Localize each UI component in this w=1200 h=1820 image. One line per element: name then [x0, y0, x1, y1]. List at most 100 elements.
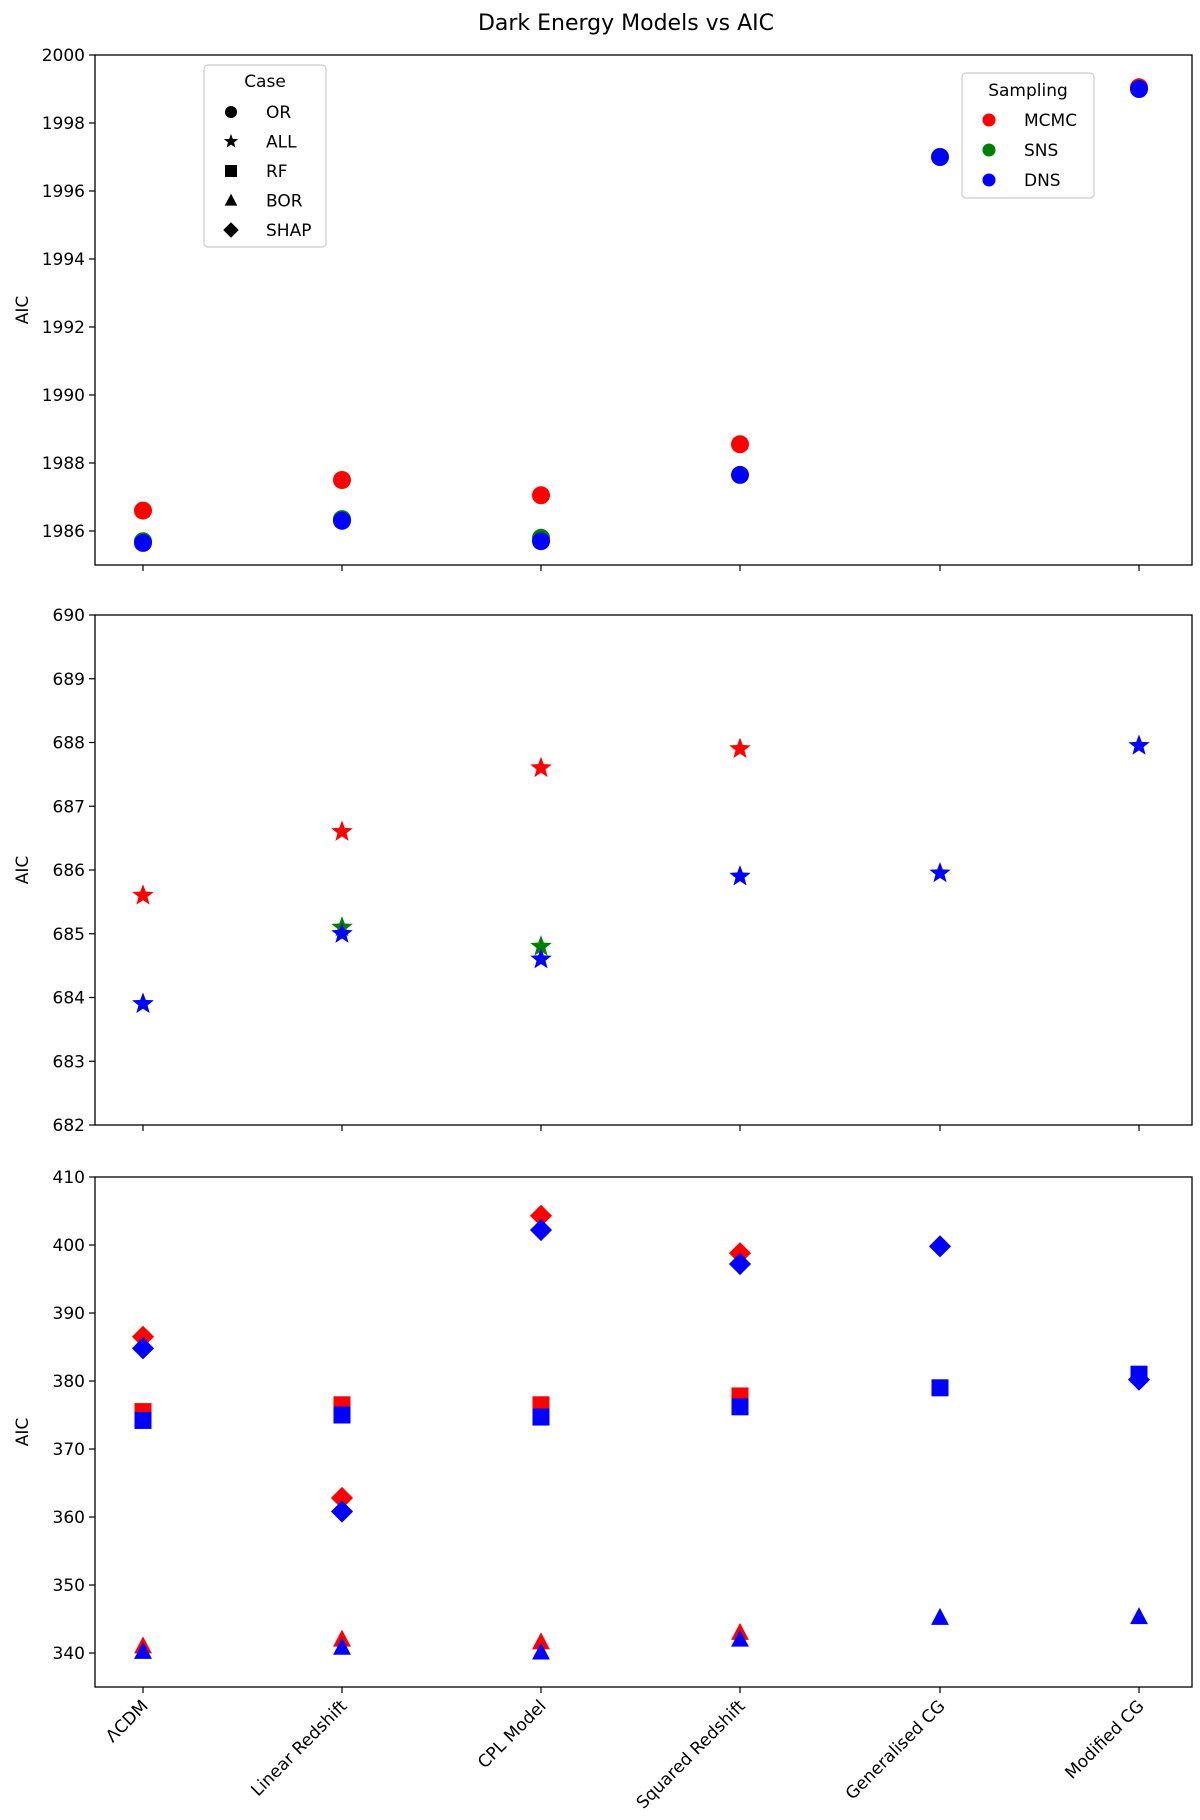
y-axis-label: AIC [13, 1418, 33, 1447]
y-tick-label: 682 [53, 1116, 85, 1136]
legend-marker-dns [982, 173, 996, 187]
y-axis-label: AIC [13, 296, 33, 325]
y-tick-label: 688 [53, 734, 85, 754]
point-shap-dns [131, 1337, 155, 1360]
point-rf-dns [931, 1379, 949, 1397]
point-shap-mcmc [529, 1204, 553, 1227]
panel-2: 682 683 684 685 686 687 688 689 690 AIC [13, 606, 1193, 1136]
y-tick-label: 1996 [42, 182, 85, 202]
point-all-dns [1128, 734, 1150, 755]
point-bor-dns [532, 1642, 550, 1660]
point-or-mcmc [134, 501, 152, 520]
x-tick-label: Squared Redshift [633, 1696, 750, 1813]
point-all-dns [331, 922, 353, 943]
point-bor-dns [731, 1629, 749, 1647]
y-tick-label: 350 [53, 1576, 85, 1596]
y-axis-label: AIC [13, 856, 33, 885]
point-shap-dns [330, 1500, 354, 1523]
y-tick-label: 687 [53, 797, 85, 817]
y-tick-label: 690 [53, 606, 85, 626]
point-or-dns [532, 532, 550, 551]
point-all-mcmc [729, 737, 751, 758]
point-all-dns [132, 992, 154, 1013]
legend-marker-mcmc [982, 113, 996, 127]
point-bor-dns [931, 1607, 949, 1625]
legend-marker-all [223, 134, 239, 148]
point-or-mcmc [731, 435, 749, 454]
point-shap-dns [928, 1235, 952, 1258]
y-tick-label: 684 [53, 989, 85, 1009]
plot-frame [94, 614, 1193, 1126]
panel-3: 340 350 360 370 380 390 400 410 AIC [13, 1168, 1193, 1693]
legend-marker-sns [982, 143, 996, 157]
y-tick-label: 1990 [42, 386, 85, 406]
legend-sampling-title: Sampling [988, 81, 1068, 101]
y-tick-label: 390 [53, 1304, 85, 1324]
point-rf-dns [333, 1406, 351, 1424]
y-tick-label: 1994 [42, 250, 85, 270]
y-tick-label: 1986 [42, 522, 85, 542]
point-shap-dns [529, 1218, 553, 1242]
point-or-dns [134, 533, 152, 552]
plot-frame [94, 1176, 1193, 1688]
y-tick-label: 400 [53, 1236, 85, 1256]
legend-label-bor: BOR [266, 192, 303, 212]
legend-case: Case OR ALL RF BOR SHAP [203, 64, 327, 248]
point-shap-mcmc [131, 1325, 155, 1348]
legend-label-dns: DNS [1024, 171, 1061, 191]
point-or-dns [333, 511, 351, 530]
point-all-mcmc [530, 756, 552, 778]
point-all-dns [729, 865, 751, 886]
x-tick-label: Generalised CG [842, 1696, 950, 1804]
point-rf-dns [532, 1408, 550, 1426]
legend-marker-or [225, 106, 237, 118]
legend-marker-bor [224, 193, 238, 206]
point-or-mcmc [532, 486, 550, 505]
x-tick-label: ΛCDM [102, 1696, 152, 1746]
y-tick-label: 380 [53, 1372, 85, 1392]
legend-case-box [203, 64, 327, 248]
legend-marker-rf [225, 165, 237, 177]
y-tick-label: 2000 [42, 46, 85, 66]
x-tick-label: CPL Model [474, 1696, 550, 1772]
y-tick-label: 370 [53, 1440, 85, 1460]
point-shap-dns [1127, 1368, 1151, 1391]
legend-case-title: Case [244, 72, 286, 92]
y-tick-label: 689 [53, 670, 85, 690]
x-tick-label: Linear Redshift [247, 1696, 351, 1800]
point-bor-mcmc [532, 1632, 550, 1650]
point-bor-dns [134, 1641, 152, 1659]
point-or-dns [931, 148, 949, 166]
point-shap-mcmc [330, 1486, 354, 1510]
point-all-dns [530, 948, 552, 969]
point-all-mcmc [132, 884, 154, 905]
point-bor-dns [333, 1637, 351, 1655]
legend-label-shap: SHAP [266, 221, 311, 241]
point-or-dns [1130, 80, 1148, 98]
y-tick-label: 685 [53, 925, 85, 945]
point-rf-dns [134, 1411, 152, 1429]
legend-label-mcmc: MCMC [1024, 111, 1077, 131]
chart-title: Dark Energy Models vs AIC [478, 11, 774, 36]
y-tick-label: 1992 [42, 318, 85, 338]
y-tick-label: 340 [53, 1644, 85, 1664]
y-tick-label: 686 [53, 861, 85, 881]
point-shap-dns [728, 1252, 752, 1276]
y-tick-label: 1988 [42, 454, 85, 474]
panel-1: 1986 1988 1990 1992 1994 1996 1998 2000 AIC [13, 46, 1193, 571]
point-or-dns [731, 465, 749, 484]
plot-frame [94, 54, 1193, 566]
y-tick-label: 1998 [42, 114, 85, 134]
y-tick-label: 410 [53, 1168, 85, 1188]
x-tick-label: Modified CG [1062, 1696, 1149, 1783]
point-or-mcmc [333, 471, 351, 489]
point-rf-dns [731, 1398, 749, 1416]
legend-sampling: Sampling MCMC SNS DNS [961, 72, 1095, 199]
point-all-mcmc [331, 820, 353, 841]
y-tick-label: 683 [53, 1052, 85, 1072]
legend-label-or: OR [266, 103, 291, 123]
legend-marker-shap [223, 222, 239, 238]
point-all-sns [530, 935, 552, 956]
legend-label-all: ALL [266, 133, 297, 153]
